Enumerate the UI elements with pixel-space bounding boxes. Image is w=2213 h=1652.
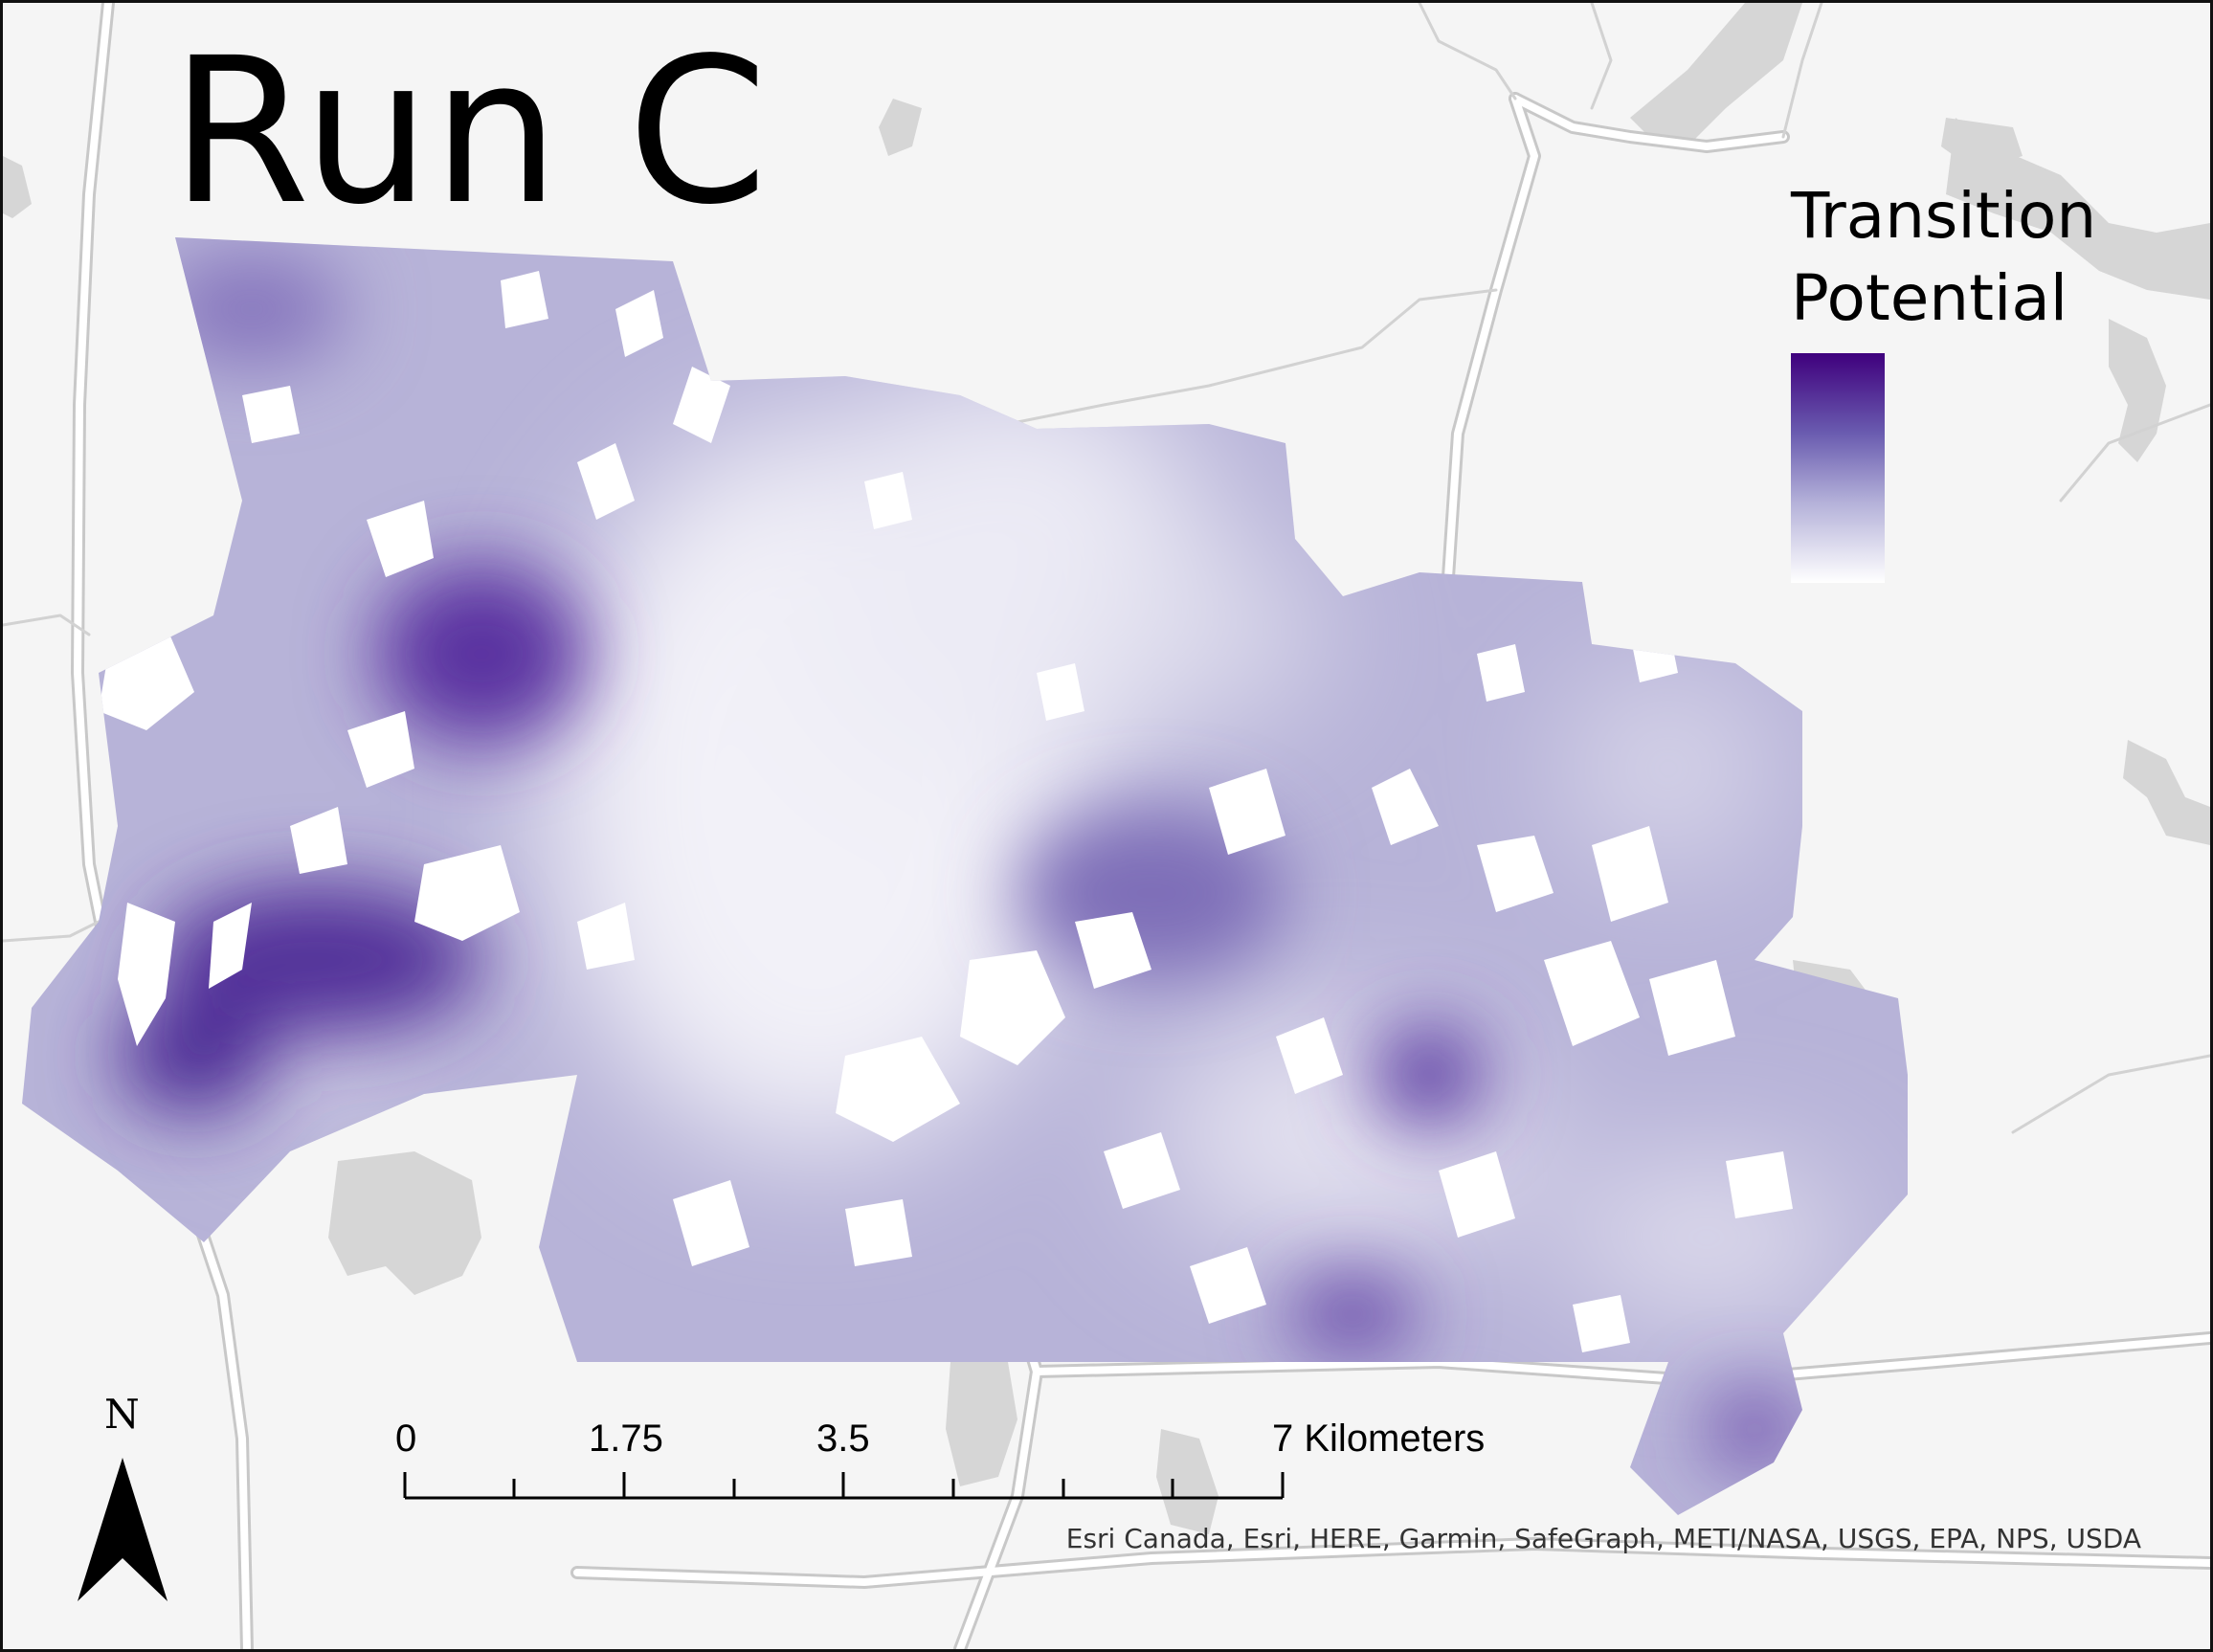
scale-label-1: 1.75 xyxy=(589,1418,663,1460)
road-local-2 xyxy=(1006,288,1498,426)
road-local-6 xyxy=(1781,3,1823,139)
legend-title-line1: Transition xyxy=(1791,179,2097,253)
water-lake-east xyxy=(1941,118,2023,170)
road-local-5 xyxy=(1590,3,1613,110)
raster-dark-zones xyxy=(118,252,1802,1467)
map-canvas[interactable] xyxy=(3,3,2210,1649)
water-lake-north xyxy=(879,99,922,156)
water-river-east-3 xyxy=(2123,740,2210,845)
north-arrow-icon xyxy=(78,1458,168,1601)
attribution-text: Esri Canada, Esri, HERE, Garmin, SafeGra… xyxy=(1065,1523,2141,1554)
legend-title: Transition Potential xyxy=(1791,175,2096,340)
water-lake-south xyxy=(946,1362,1017,1486)
road-local-8 xyxy=(2011,1054,2210,1134)
road-local-4 xyxy=(3,920,101,943)
water-river-northeast xyxy=(1630,3,1802,146)
water-river-east xyxy=(1946,118,2210,300)
road-local-3 xyxy=(3,614,91,636)
scale-label-3: 7 Kilometers xyxy=(1272,1418,1486,1460)
water-lake-southwest xyxy=(328,1151,481,1295)
map-title: Run C xyxy=(170,14,771,249)
scale-label-2: 3.5 xyxy=(816,1418,870,1460)
water-pond-west xyxy=(3,156,32,218)
road-local-1 xyxy=(1418,3,1517,100)
raster-gaps xyxy=(99,271,1793,1352)
road-local-7 xyxy=(2059,403,2210,502)
scale-label-0: 0 xyxy=(395,1418,417,1460)
legend-title-line2: Potential xyxy=(1791,261,2068,335)
north-label: N xyxy=(104,1391,140,1438)
scale-bar xyxy=(403,1472,1285,1500)
water-lake-south-2 xyxy=(1156,1429,1218,1534)
legend-color-ramp xyxy=(1791,353,1885,583)
